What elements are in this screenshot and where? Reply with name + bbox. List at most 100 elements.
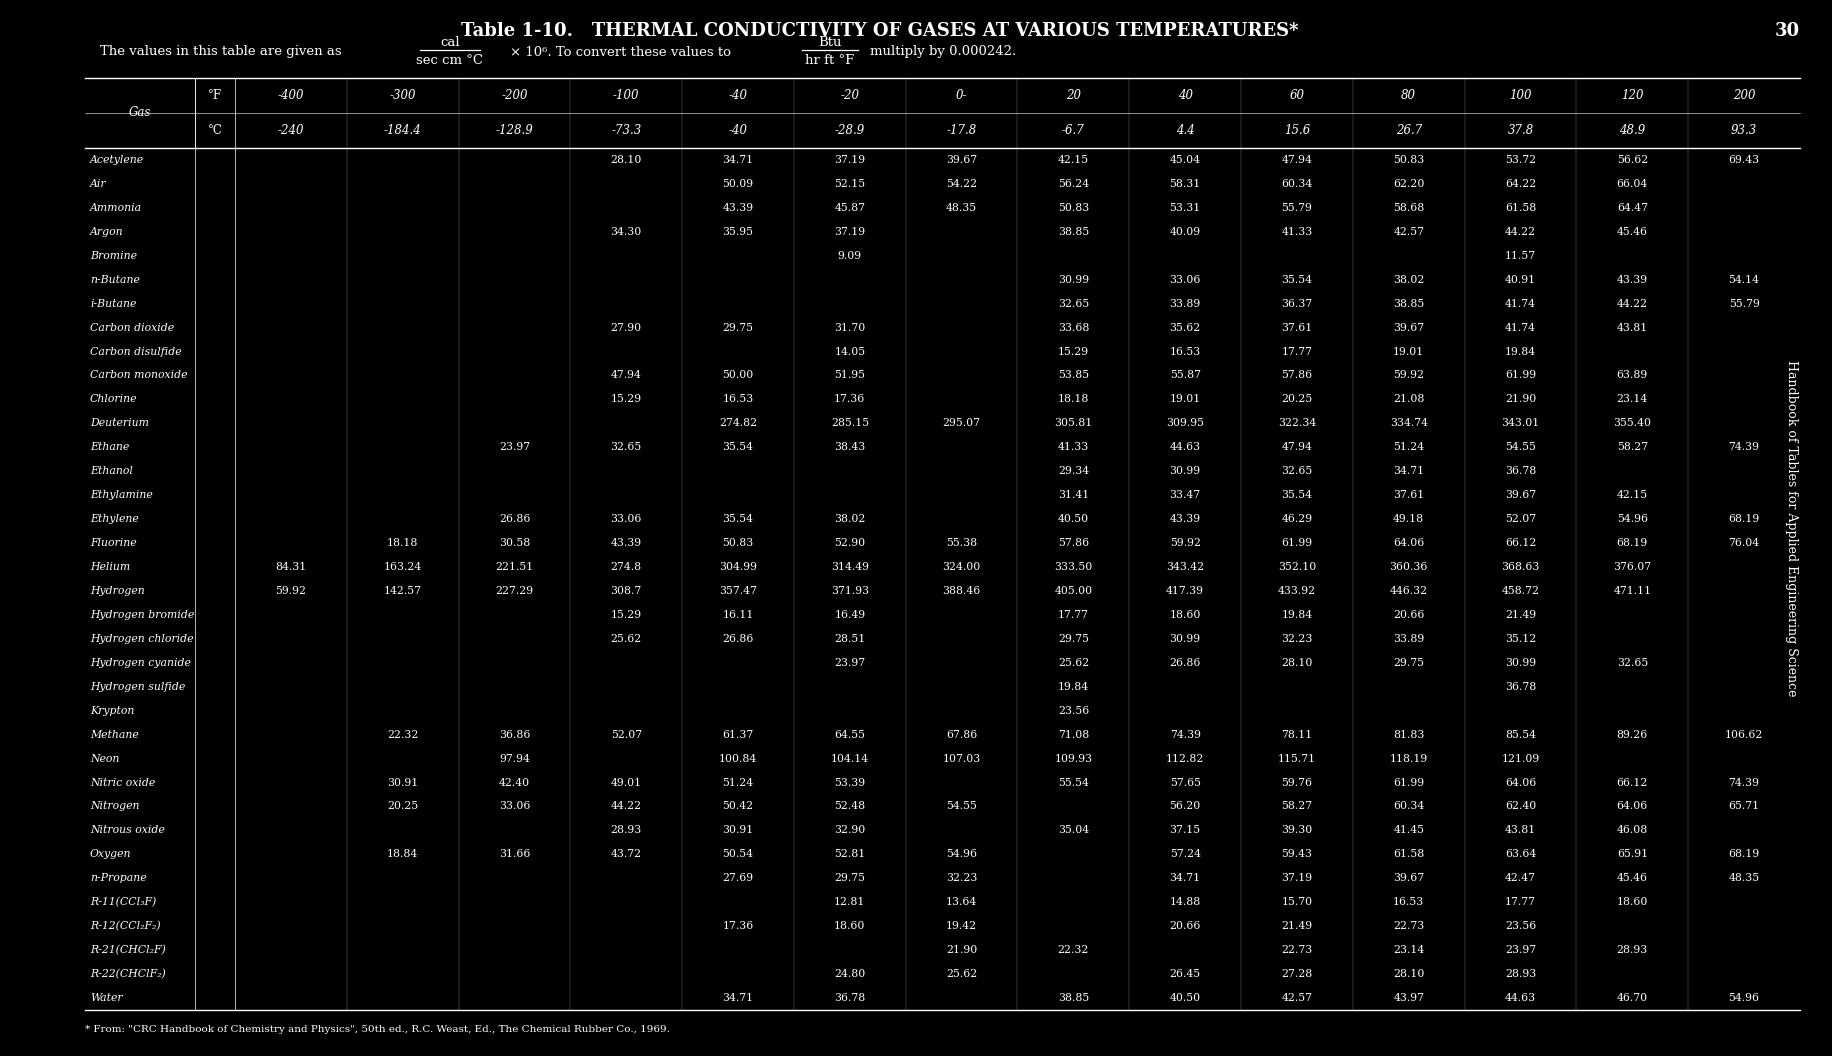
Text: 66.04: 66.04 [1616,178,1647,189]
Text: Neon: Neon [90,754,119,763]
Text: 22.32: 22.32 [387,730,418,739]
Text: 295.07: 295.07 [942,418,980,429]
Text: 52.07: 52.07 [1504,514,1535,524]
Text: 59.76: 59.76 [1281,777,1312,788]
Text: -240: -240 [277,124,304,137]
Text: 35.54: 35.54 [722,514,753,524]
Text: 69.43: 69.43 [1728,155,1759,165]
Text: 28.93: 28.93 [610,826,641,835]
Text: 61.99: 61.99 [1281,539,1312,548]
Text: 142.57: 142.57 [383,586,421,596]
Text: 32.90: 32.90 [834,826,865,835]
Text: 35.54: 35.54 [1281,275,1312,285]
Text: 29.75: 29.75 [722,322,753,333]
Text: 38.02: 38.02 [834,514,865,524]
Text: 23.97: 23.97 [834,658,865,667]
Text: 42.40: 42.40 [498,777,529,788]
Text: 38.02: 38.02 [1392,275,1423,285]
Text: -300: -300 [388,89,416,102]
Text: °C: °C [207,124,222,137]
Text: 100: 100 [1508,89,1532,102]
Text: 28.93: 28.93 [1616,945,1647,955]
Text: 62.20: 62.20 [1392,178,1423,189]
Text: 106.62: 106.62 [1724,730,1762,739]
Text: 26.7: 26.7 [1394,124,1422,137]
Text: Carbon monoxide: Carbon monoxide [90,371,187,380]
Text: 38.85: 38.85 [1057,993,1088,1003]
Text: 66.12: 66.12 [1504,539,1535,548]
Text: 446.32: 446.32 [1389,586,1427,596]
Text: 33.06: 33.06 [1169,275,1200,285]
Text: 54.96: 54.96 [1616,514,1647,524]
Text: 58.27: 58.27 [1281,802,1312,811]
Text: 23.56: 23.56 [1504,921,1535,931]
Text: 304.99: 304.99 [718,562,757,572]
Text: 48.35: 48.35 [945,203,976,213]
Text: Bromine: Bromine [90,250,137,261]
Text: 41.74: 41.74 [1504,322,1535,333]
Text: 33.47: 33.47 [1169,490,1200,501]
Text: 36.78: 36.78 [1504,467,1535,476]
Text: Ammonia: Ammonia [90,203,143,213]
Text: 53.85: 53.85 [1057,371,1088,380]
Text: Acetylene: Acetylene [90,155,145,165]
Text: 26.86: 26.86 [498,514,529,524]
Text: 60: 60 [1288,89,1304,102]
Text: -400: -400 [277,89,304,102]
Text: 30.99: 30.99 [1504,658,1535,667]
Text: 35.54: 35.54 [722,442,753,452]
Text: Hydrogen: Hydrogen [90,586,145,596]
Text: 81.83: 81.83 [1392,730,1423,739]
Text: 49.18: 49.18 [1392,514,1423,524]
Text: 43.81: 43.81 [1616,322,1647,333]
Text: 32.23: 32.23 [1281,634,1312,644]
Text: multiply by 0.000242.: multiply by 0.000242. [870,45,1015,58]
Text: 45.87: 45.87 [834,203,865,213]
Text: 52.81: 52.81 [834,849,865,860]
Text: 46.29: 46.29 [1281,514,1312,524]
Text: 33.06: 33.06 [610,514,641,524]
Text: sec cm °C: sec cm °C [416,55,484,68]
Text: 44.22: 44.22 [610,802,641,811]
Text: 24.80: 24.80 [834,969,865,979]
Text: 33.68: 33.68 [1057,322,1088,333]
Text: 68.19: 68.19 [1728,514,1759,524]
Text: 45.46: 45.46 [1616,227,1647,237]
Text: 45.46: 45.46 [1616,873,1647,883]
Text: 80: 80 [1400,89,1416,102]
Text: 50.54: 50.54 [722,849,753,860]
Text: -200: -200 [500,89,528,102]
Text: 11.57: 11.57 [1504,250,1535,261]
Text: 23.14: 23.14 [1392,945,1423,955]
Text: 52.90: 52.90 [834,539,865,548]
Text: 37.19: 37.19 [834,155,865,165]
Text: 471.11: 471.11 [1612,586,1651,596]
Text: 357.47: 357.47 [718,586,757,596]
Text: 30.99: 30.99 [1169,634,1200,644]
Text: 23.56: 23.56 [1057,705,1088,716]
Text: 64.22: 64.22 [1504,178,1535,189]
Text: 68.19: 68.19 [1616,539,1647,548]
Text: R-11(CCl₃F): R-11(CCl₃F) [90,898,156,907]
Text: i-Butane: i-Butane [90,299,136,308]
Text: 19.84: 19.84 [1057,682,1088,692]
Text: 100.84: 100.84 [718,754,757,763]
Text: 61.99: 61.99 [1504,371,1535,380]
Text: 54.22: 54.22 [945,178,976,189]
Text: 28.93: 28.93 [1504,969,1535,979]
Text: 274.82: 274.82 [718,418,757,429]
Text: 104.14: 104.14 [830,754,868,763]
Text: 54.14: 54.14 [1728,275,1759,285]
Text: 309.95: 309.95 [1165,418,1204,429]
Text: 44.22: 44.22 [1504,227,1535,237]
Text: 21.08: 21.08 [1392,395,1423,404]
Text: Carbon dioxide: Carbon dioxide [90,322,174,333]
Text: 26.86: 26.86 [722,634,753,644]
Text: 30.91: 30.91 [387,777,418,788]
Text: 13.64: 13.64 [945,898,976,907]
Text: -40: -40 [727,124,747,137]
Text: 93.3: 93.3 [1729,124,1757,137]
Text: 51.95: 51.95 [834,371,865,380]
Text: 21.49: 21.49 [1281,921,1312,931]
Text: 18.18: 18.18 [387,539,418,548]
